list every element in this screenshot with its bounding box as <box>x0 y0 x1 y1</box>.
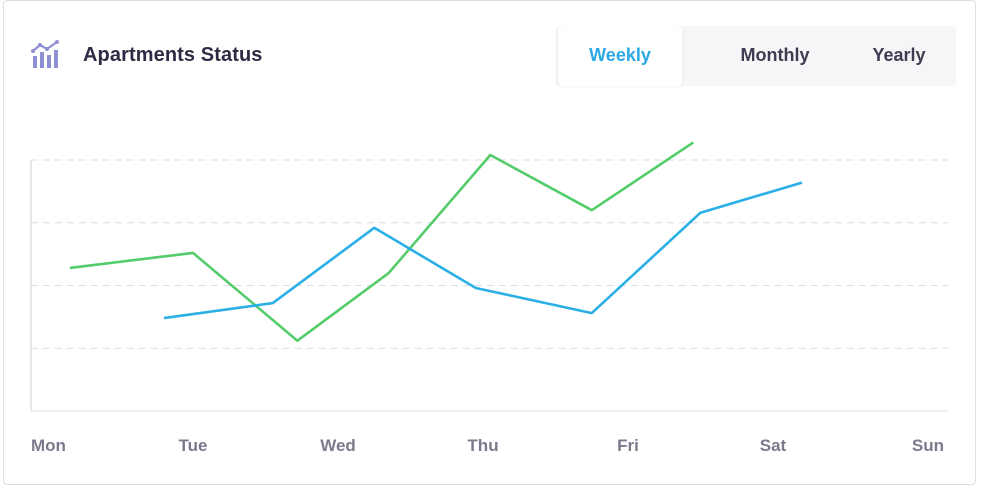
tab-monthly[interactable]: Monthly <box>740 45 810 65</box>
tab-weekly[interactable]: Weekly <box>558 26 682 86</box>
x-tick-label: Tue <box>179 436 208 455</box>
series-line-1 <box>163 181 803 320</box>
period-tabs: Weekly Monthly Yearly <box>556 26 956 86</box>
card-title: Apartments Status <box>83 44 263 66</box>
tab-yearly[interactable]: Yearly <box>872 45 926 65</box>
x-tick-label: Mon <box>31 436 66 455</box>
x-tick-label: Sun <box>912 436 944 455</box>
x-tick-label: Thu <box>467 436 498 455</box>
x-tick-label: Wed <box>320 436 356 455</box>
x-tick-label: Sat <box>760 436 787 455</box>
bar-chart-trend-icon <box>31 40 59 68</box>
series-line-0 <box>69 141 695 343</box>
x-tick-label: Fri <box>617 436 639 455</box>
